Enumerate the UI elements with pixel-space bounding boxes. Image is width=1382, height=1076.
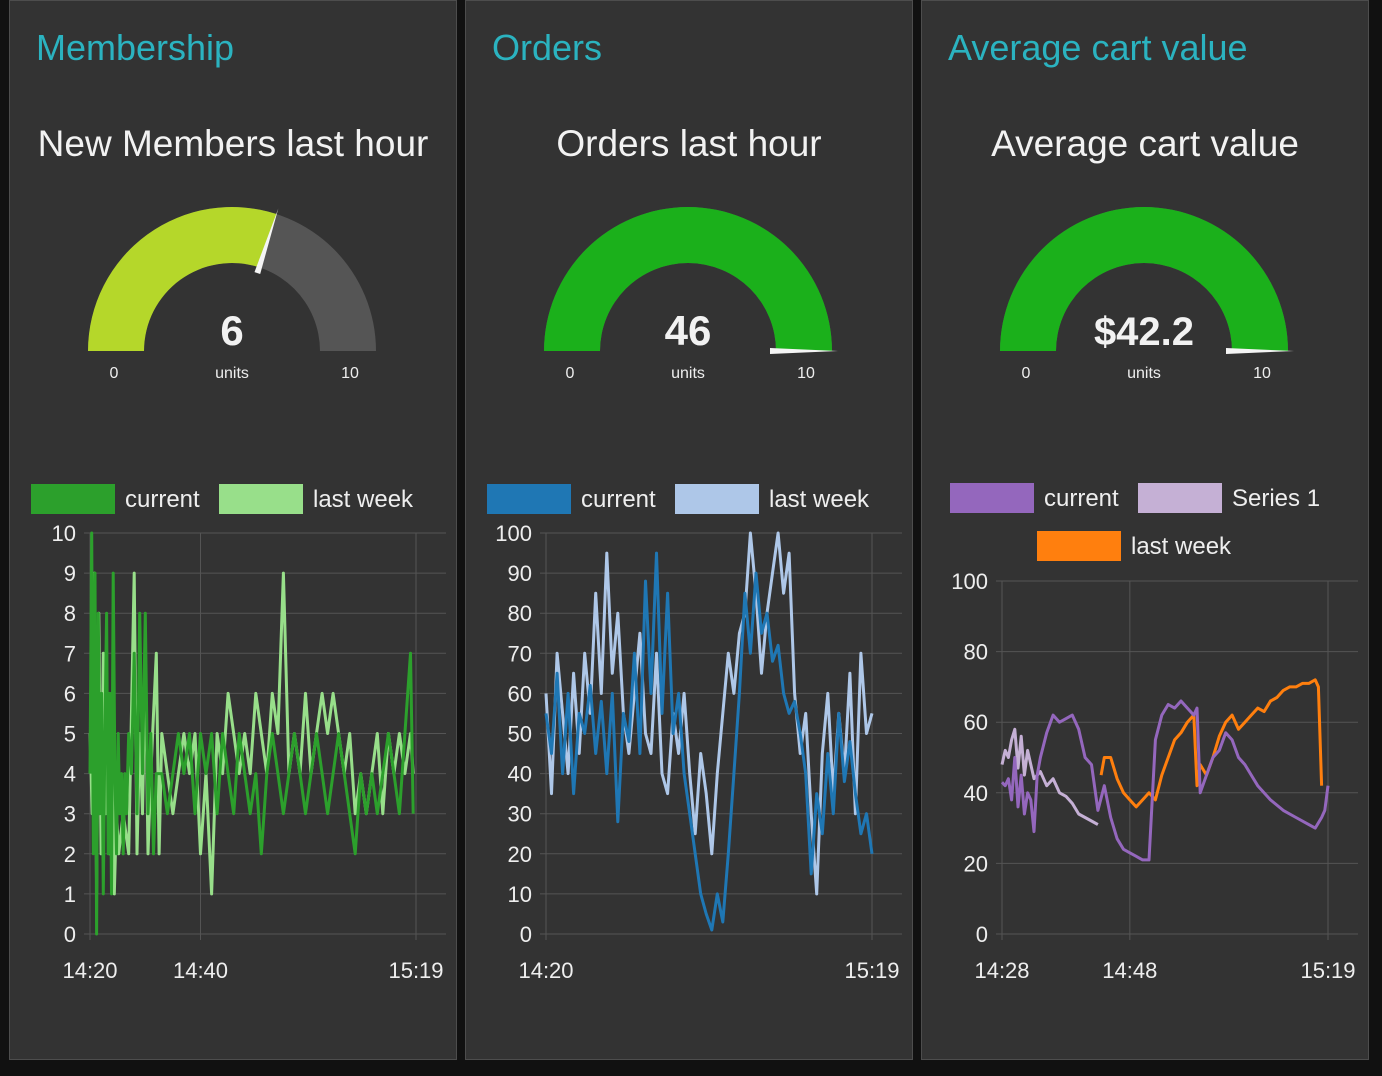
legend-label: current xyxy=(1044,485,1119,512)
group-title: Orders xyxy=(492,27,603,68)
gauge-value: $42.2 xyxy=(1094,310,1194,354)
y-tick-label: 6 xyxy=(64,681,76,706)
y-tick-label: 40 xyxy=(964,781,988,806)
gauge-units: units xyxy=(1127,365,1161,382)
gauge-value: 6 xyxy=(220,307,243,354)
y-tick-label: 4 xyxy=(64,762,76,787)
membership-gauge: 6 units 0 10 xyxy=(88,206,376,382)
y-tick-label: 20 xyxy=(964,851,988,876)
x-tick-label: 14:40 xyxy=(173,958,228,983)
gauge-needle xyxy=(1226,348,1294,354)
cart-value-panel: Average cart value Average cart value $4… xyxy=(921,0,1369,1060)
gauge-title: New Members last hour xyxy=(37,123,429,164)
legend-label: last week xyxy=(1131,533,1232,560)
legend-label: last week xyxy=(769,486,870,513)
y-tick-label: 9 xyxy=(64,561,76,586)
y-tick-label: 90 xyxy=(508,561,532,586)
gauge-min: 0 xyxy=(110,365,119,382)
gauge-needle xyxy=(770,348,838,354)
x-tick-label: 15:19 xyxy=(844,958,899,983)
gauge-min: 0 xyxy=(1022,365,1031,382)
legend-swatch xyxy=(1037,531,1121,561)
legend-swatch xyxy=(219,484,303,514)
x-tick-label: 14:48 xyxy=(1102,958,1157,983)
legend-swatch xyxy=(487,484,571,514)
x-tick-label: 15:19 xyxy=(388,958,443,983)
membership-chart: current last week 0 1 2 3 4 5 6 7 8 9 10 14:20 14:40 15… xyxy=(31,484,446,983)
y-tick-label: 2 xyxy=(64,842,76,867)
y-tick-label: 50 xyxy=(508,722,532,747)
legend-swatch xyxy=(1138,483,1222,513)
gauge-max: 10 xyxy=(341,365,359,382)
y-tick-label: 7 xyxy=(64,641,76,666)
x-tick-label: 15:19 xyxy=(1300,958,1355,983)
legend-label: last week xyxy=(313,486,414,513)
gauge-fill xyxy=(88,206,277,351)
legend-swatch xyxy=(950,483,1034,513)
y-tick-label: 20 xyxy=(508,842,532,867)
y-tick-label: 1 xyxy=(64,882,76,907)
series-line xyxy=(544,531,874,896)
y-tick-label: 8 xyxy=(64,601,76,626)
orders-gauge: 46 units 0 10 xyxy=(544,207,838,382)
y-tick-label: 0 xyxy=(976,922,988,947)
gauge-max: 10 xyxy=(1253,365,1271,382)
y-tick-label: 10 xyxy=(508,882,532,907)
y-tick-label: 100 xyxy=(951,569,988,594)
gauge-title: Average cart value xyxy=(991,123,1299,164)
legend-label: current xyxy=(581,486,656,513)
y-tick-label: 3 xyxy=(64,802,76,827)
gauge-min: 0 xyxy=(566,365,575,382)
x-tick-label: 14:28 xyxy=(974,958,1029,983)
y-tick-label: 5 xyxy=(64,722,76,747)
y-tick-label: 30 xyxy=(508,802,532,827)
gauge-value: 46 xyxy=(665,307,712,354)
membership-panel: Membership New Members last hour 6 units 0… xyxy=(9,0,457,1060)
series-line xyxy=(544,551,874,932)
y-tick-label: 80 xyxy=(508,601,532,626)
gauge-fill xyxy=(544,207,832,351)
gauge-units: units xyxy=(215,365,249,382)
y-tick-label: 60 xyxy=(964,710,988,735)
y-tick-label: 0 xyxy=(520,922,532,947)
y-tick-label: 70 xyxy=(508,641,532,666)
orders-panel: Orders Orders last hour 46 units 0 10 curre… xyxy=(465,0,913,1060)
series-line xyxy=(1099,678,1324,809)
series-line xyxy=(88,531,415,936)
legend-swatch xyxy=(675,484,759,514)
y-tick-label: 10 xyxy=(52,521,76,546)
y-tick-label: 100 xyxy=(495,521,532,546)
x-tick-label: 14:20 xyxy=(518,958,573,983)
legend-swatch xyxy=(31,484,115,514)
gauge-title: Orders last hour xyxy=(556,123,822,164)
y-tick-label: 40 xyxy=(508,762,532,787)
cart-value-gauge: $42.2 units 0 10 xyxy=(1000,207,1294,382)
series-line xyxy=(1000,727,1099,826)
gauge-max: 10 xyxy=(797,365,815,382)
y-tick-label: 0 xyxy=(64,922,76,947)
legend-label: current xyxy=(125,486,200,513)
y-tick-label: 60 xyxy=(508,681,532,706)
x-tick-label: 14:20 xyxy=(62,958,117,983)
gauge-units: units xyxy=(671,365,705,382)
gauge-fill xyxy=(1000,207,1288,351)
gauge-needle xyxy=(254,208,279,274)
orders-chart: current last week 0 10 20 30 40 50 60 70 80 90 100 14… xyxy=(487,484,902,983)
series-line xyxy=(1000,699,1330,862)
group-title: Average cart value xyxy=(948,27,1248,68)
group-title: Membership xyxy=(36,27,235,68)
legend-label: Series 1 xyxy=(1232,485,1320,512)
y-tick-label: 80 xyxy=(964,640,988,665)
